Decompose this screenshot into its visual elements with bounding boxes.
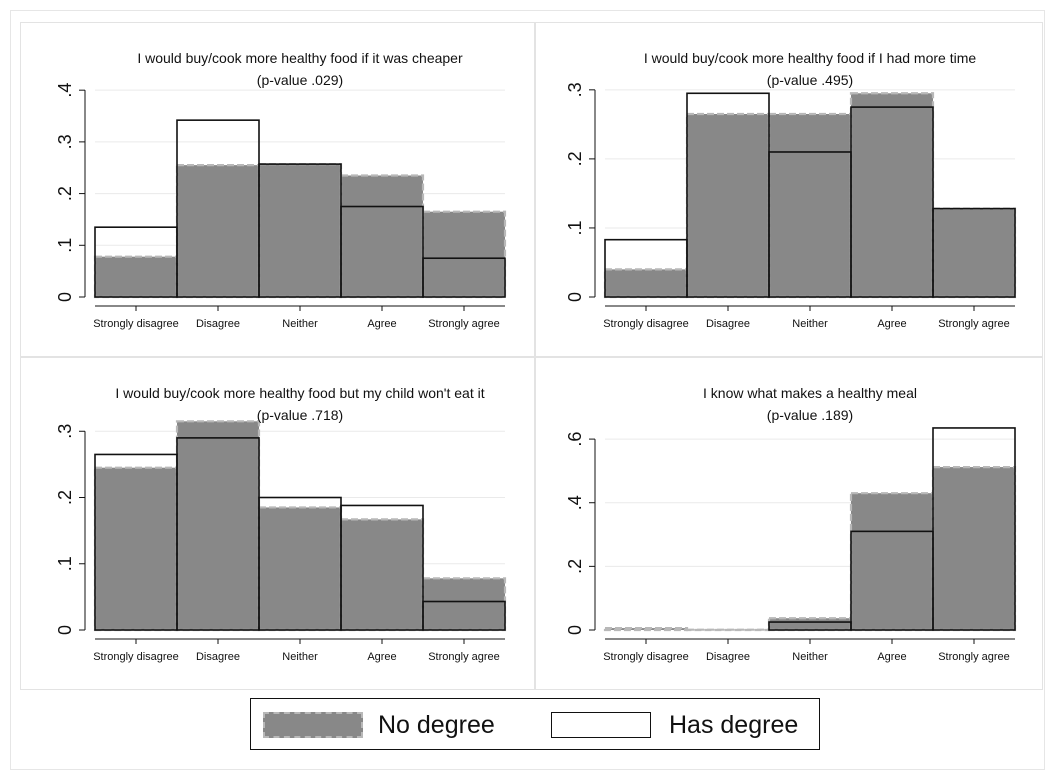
chart-svg: 0 .1 .2 .3 .4 Strongly disagree Disagree Neithe… [55, 50, 507, 330]
legend-swatch-has-degree [551, 712, 651, 738]
chart-panel-child-wont-eat: 0 .1 .2 .3 Strongly disagree Disagree Neither A… [20, 357, 535, 690]
x-tick-label-disagree: Disagree [196, 651, 240, 663]
x-tick-label-strongly-disagree: Strongly disagree [93, 651, 179, 663]
bar-has-degree-agree [340, 504, 424, 631]
bar-no-degree-disagree [175, 420, 261, 632]
chart-svg: 0 .1 .2 .3 Strongly disagree Disagree Neither A… [565, 50, 1017, 330]
x-tick-label-strongly-disagree: Strongly disagree [603, 651, 689, 663]
y-tick-label: .4 [565, 495, 585, 510]
y-tick-label: .1 [55, 556, 75, 571]
bar-has-degree-agree [340, 205, 424, 298]
y-tick-label: .6 [565, 432, 585, 447]
bar-no-degree-strongly-agree [931, 465, 1017, 632]
bar-has-degree-strongly-agree [932, 207, 1016, 298]
y-tick-label: .1 [55, 238, 75, 253]
bar-has-degree-strongly-agree [422, 257, 506, 298]
x-tick-label-agree: Agree [367, 318, 396, 330]
y-tick-label: .2 [55, 186, 75, 201]
y-tick-label: .1 [565, 220, 585, 235]
bar-no-degree-disagree [685, 112, 771, 299]
bar-no-degree-strongly-disagree [93, 466, 179, 632]
y-tick-label: 0 [565, 625, 585, 635]
x-tick-label-neither: Neither [282, 651, 318, 663]
chart-panel-more-time: 0 .1 .2 .3 Strongly disagree Disagree Neither A… [535, 22, 1043, 357]
x-tick-label-strongly-agree: Strongly agree [428, 651, 500, 663]
x-tick-label-strongly-disagree: Strongly disagree [603, 318, 689, 330]
x-tick-label-disagree: Disagree [196, 318, 240, 330]
x-tick-label-strongly-agree: Strongly agree [428, 318, 500, 330]
bar-no-degree-agree [339, 174, 425, 299]
x-tick-label-neither: Neither [282, 318, 318, 330]
y-tick-label: .3 [55, 424, 75, 439]
x-tick-label-neither: Neither [792, 651, 828, 663]
chart-title: I know what makes a healthy meal [703, 385, 917, 401]
bar-has-degree-strongly-agree [932, 427, 1016, 631]
bar-no-degree-neither [767, 112, 853, 299]
legend: No degree Has degree [250, 698, 820, 750]
chart-subtitle: (p-value .029) [257, 72, 343, 88]
bar-has-degree-strongly-agree [422, 600, 506, 631]
chart-title: I would buy/cook more healthy food if it… [137, 50, 463, 66]
bar-has-degree-agree [850, 106, 934, 298]
x-tick-label-strongly-disagree: Strongly disagree [93, 318, 179, 330]
chart-title: I would buy/cook more healthy food but m… [115, 385, 484, 401]
x-tick-label-disagree: Disagree [706, 318, 750, 330]
y-tick-label: .4 [55, 83, 75, 98]
x-tick-label-strongly-agree: Strongly agree [938, 651, 1010, 663]
x-tick-label-agree: Agree [877, 318, 906, 330]
y-tick-label: 0 [565, 292, 585, 302]
chart-subtitle: (p-value .189) [767, 407, 853, 423]
legend-label-has-degree: Has degree [669, 711, 799, 739]
bar-no-degree-disagree [175, 164, 261, 299]
chart-panel-healthy-meal: 0 .2 .4 .6 Strongly disagree Disagree Neither A… [535, 357, 1043, 690]
bar-no-degree-strongly-disagree [603, 268, 689, 299]
chart-title: I would buy/cook more healthy food if I … [644, 50, 976, 66]
bar-no-degree-strongly-disagree [93, 255, 179, 299]
bar-no-degree-strongly-agree [421, 577, 507, 632]
y-tick-label: .2 [565, 151, 585, 166]
legend-swatch-no-degree [263, 712, 363, 738]
legend-label-no-degree: No degree [378, 711, 495, 739]
y-tick-label: 0 [55, 625, 75, 635]
y-tick-label: .3 [55, 134, 75, 149]
bar-no-degree-strongly-agree [931, 207, 1017, 299]
bar-no-degree-agree [339, 518, 425, 632]
bar-no-degree-agree [849, 492, 935, 632]
bar-no-degree-neither [257, 163, 343, 299]
bar-no-degree-strongly-agree [421, 210, 507, 299]
x-tick-label-agree: Agree [367, 651, 396, 663]
y-tick-label: .3 [565, 82, 585, 97]
chart-subtitle: (p-value .718) [257, 407, 343, 423]
graph-region [10, 10, 1045, 770]
chart-panel-cheaper: 0 .1 .2 .3 .4 Strongly disagree Disagree Neithe… [20, 22, 535, 357]
chart-svg: 0 .2 .4 .6 Strongly disagree Disagree Neither A… [565, 385, 1017, 663]
bar-no-degree-neither [767, 617, 853, 632]
x-tick-label-disagree: Disagree [706, 651, 750, 663]
y-tick-label: 0 [55, 292, 75, 302]
chart-svg: 0 .1 .2 .3 Strongly disagree Disagree Neither A… [55, 385, 507, 663]
bar-no-degree-neither [257, 506, 343, 632]
y-tick-label: .2 [565, 559, 585, 574]
y-tick-label: .2 [55, 490, 75, 505]
x-tick-label-neither: Neither [792, 318, 828, 330]
bar-no-degree-strongly-disagree [603, 626, 689, 632]
bar-no-degree-agree [849, 92, 935, 299]
chart-subtitle: (p-value .495) [767, 72, 853, 88]
x-tick-label-agree: Agree [877, 651, 906, 663]
x-tick-label-strongly-agree: Strongly agree [938, 318, 1010, 330]
